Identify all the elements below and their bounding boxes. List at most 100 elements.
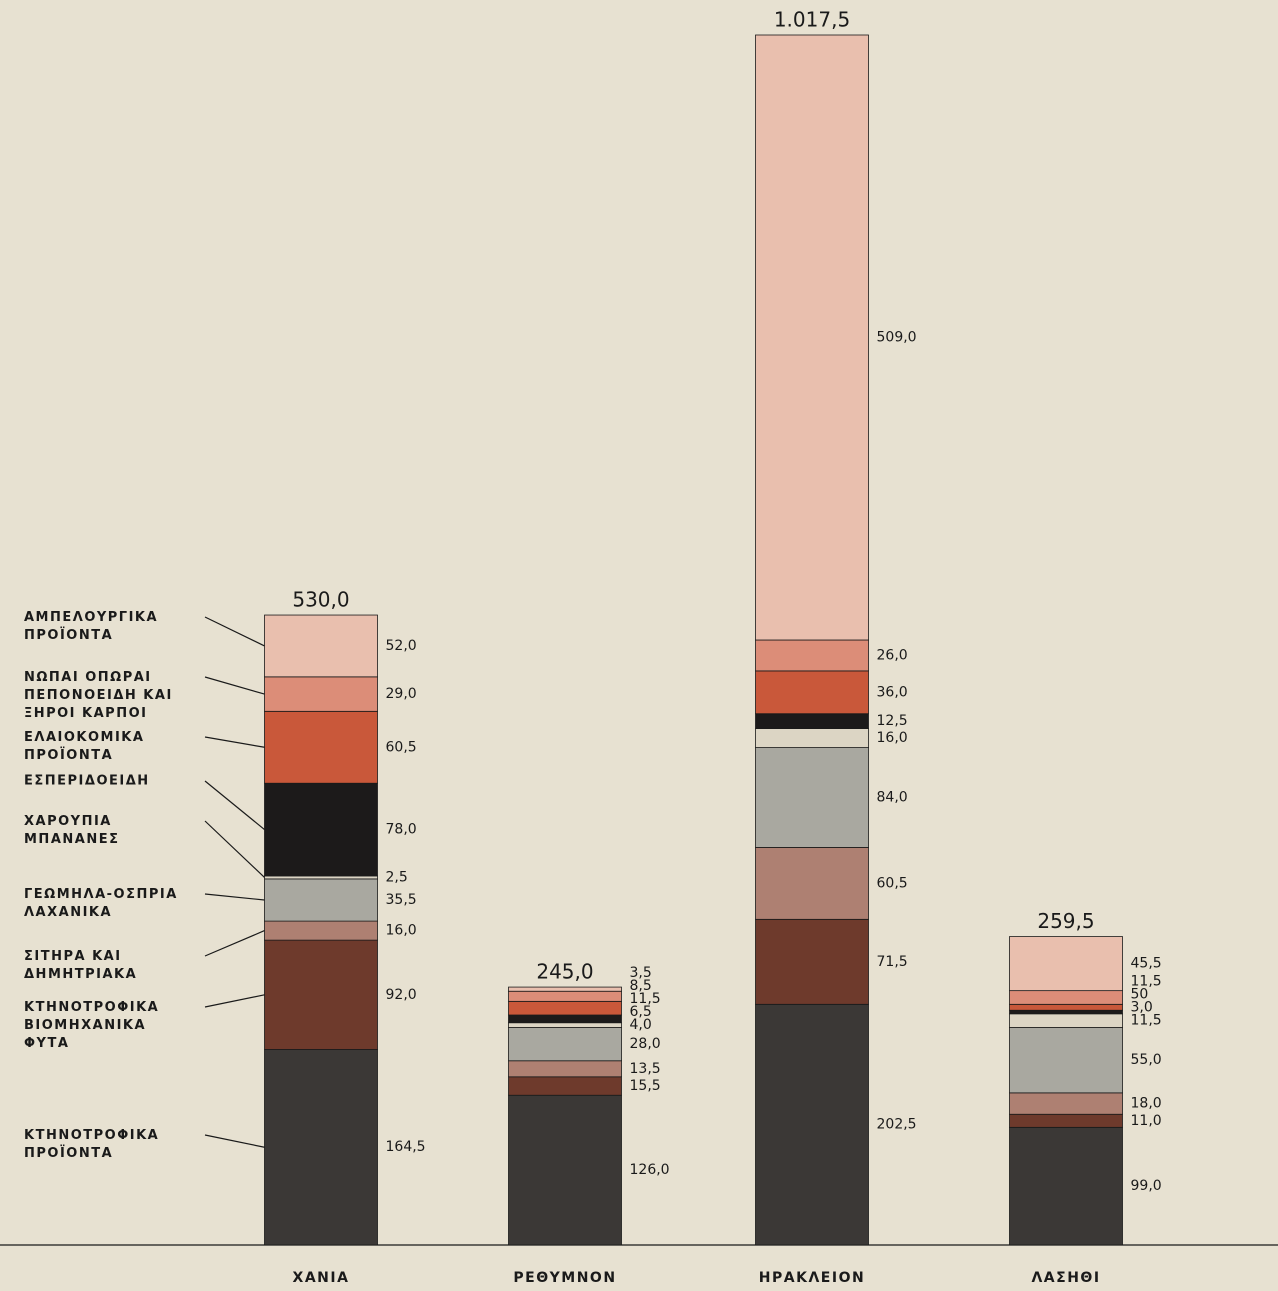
legend-leader (204, 820, 265, 878)
value-label: 52,0 (386, 638, 417, 654)
value-label: 16,0 (877, 730, 908, 746)
legend-leader (204, 676, 265, 695)
value-label: 60,5 (877, 875, 908, 891)
total-label: 245,0 (536, 960, 593, 984)
value-label: 15,5 (630, 1078, 661, 1094)
bar-segment (508, 1076, 622, 1096)
bar-segment (755, 1003, 869, 1246)
legend-label: ΑΜΠΕΛΟΥΡΓΙΚΑ ΠΡΟΪΟΝΤΑ (24, 610, 158, 643)
total-label: 530,0 (292, 588, 349, 612)
legend-leader (204, 994, 265, 1008)
value-label: 99,0 (1131, 1178, 1162, 1194)
bar-segment (755, 747, 869, 848)
legend-label: ΧΑΡΟΥΠΙΑ ΜΠΑΝΑΝΕΣ (24, 814, 119, 847)
bar-segment (264, 920, 378, 941)
bar-segment (755, 713, 869, 729)
value-label: 4,0 (630, 1017, 652, 1033)
bar-segment (1009, 1003, 1123, 1011)
value-label: 3,0 (1131, 1000, 1153, 1016)
value-label: 6,5 (630, 1004, 652, 1020)
value-label: 126,0 (630, 1162, 670, 1178)
bar-segment (755, 34, 869, 641)
category-label: ΧΑΝΙΑ (293, 1270, 350, 1286)
bar-segment (508, 1027, 622, 1062)
bar-segment (264, 782, 378, 877)
bar-segment (755, 728, 869, 748)
value-label: 84,0 (877, 789, 908, 805)
legend-label: ΕΛΑΙΟΚΟΜΙΚΑ ΠΡΟΪΟΝΤΑ (24, 730, 144, 763)
bar-segment (508, 990, 622, 1002)
value-label: 92,0 (386, 987, 417, 1003)
value-label: 11,5 (1131, 974, 1162, 990)
legend-label: ΝΩΠΑΙ ΟΠΩΡΑΙ ΠΕΠΟΝΟΕΙΔΗ ΚΑΙ ΞΗΡΟΙ ΚΑΡΠΟΙ (24, 670, 173, 721)
value-label: 8,5 (630, 978, 652, 994)
value-label: 60,5 (386, 739, 417, 755)
value-label: 11,0 (1131, 1113, 1162, 1129)
bar-segment (508, 986, 622, 992)
value-label: 164,5 (386, 1139, 426, 1155)
value-label: 36,0 (877, 684, 908, 700)
value-label: 55,0 (1131, 1052, 1162, 1068)
value-label: 28,0 (630, 1036, 661, 1052)
bar-segment (264, 676, 378, 712)
bar-segment (1009, 936, 1123, 992)
value-label: 18,0 (1131, 1096, 1162, 1112)
legend-label: ΚΤΗΝΟΤΡΟΦΙΚΑ ΒΙΟΜΗΧΑΝΙΚΑ ΦΥΤΑ (24, 1000, 159, 1051)
legend-label: ΚΤΗΝΟΤΡΟΦΙΚΑ ΠΡΟΪΟΝΤΑ (24, 1128, 159, 1161)
bar-segment (264, 939, 378, 1050)
bar-segment (264, 875, 378, 880)
value-label: 29,0 (386, 686, 417, 702)
legend-label: ΓΕΩΜΗΛΑ-ΟΣΠΡΙΑ ΛΑΧΑΝΙΚΑ (24, 887, 178, 920)
legend-label: ΕΣΠΕΡΙΔΟΕΙΔΗ (24, 774, 150, 789)
bar-segment (755, 639, 869, 672)
bar-segment (1009, 1113, 1123, 1128)
bar-segment (508, 1060, 622, 1078)
value-label: 16,0 (386, 923, 417, 939)
bar-segment (1009, 1027, 1123, 1094)
bar-segment (508, 1000, 622, 1016)
bar-segment (508, 1014, 622, 1024)
bar-segment (1009, 1092, 1123, 1115)
legend-leader (204, 893, 265, 901)
bar-segment (264, 878, 378, 922)
value-label: 45,5 (1131, 956, 1162, 972)
total-label: 259,5 (1037, 909, 1094, 933)
value-label: 35,5 (386, 892, 417, 908)
value-label: 509,0 (877, 330, 917, 346)
value-label: 13,5 (630, 1061, 661, 1077)
category-label: ΗΡΑΚΛΕΙΟΝ (759, 1270, 865, 1286)
bar-segment (264, 1049, 378, 1246)
legend-leader (204, 616, 265, 647)
legend-leader (204, 736, 265, 748)
bar-segment (508, 1094, 622, 1246)
legend-leader (204, 930, 265, 957)
legend-leader (204, 780, 265, 831)
value-label: 11,5 (630, 991, 661, 1007)
bar-segment (1009, 1013, 1123, 1028)
legend-leader (204, 1134, 265, 1148)
bar-segment (755, 918, 869, 1005)
value-label: 78,0 (386, 822, 417, 838)
legend-label: ΣΙΤΗΡΑ ΚΑΙ ΔΗΜΗΤΡΙΑΚΑ (24, 949, 137, 982)
category-label: ΡΕΘΥΜΝΟΝ (513, 1270, 616, 1286)
value-label: 2,5 (386, 869, 408, 885)
bar-segment (755, 670, 869, 715)
value-label: 202,5 (877, 1117, 917, 1133)
value-label: 12,5 (877, 713, 908, 729)
value-label: 3,5 (630, 965, 652, 981)
category-label: ΛΑΣΗΘΙ (1031, 1270, 1100, 1286)
bar-segment (1009, 990, 1123, 1005)
bar-segment (508, 1022, 622, 1028)
value-label: 11,5 (1131, 1013, 1162, 1029)
value-label: 71,5 (877, 954, 908, 970)
bar-segment (1009, 1126, 1123, 1246)
total-label: 1.017,5 (774, 8, 850, 32)
bar-segment (264, 710, 378, 784)
value-label: 26,0 (877, 647, 908, 663)
value-label: 50 (1131, 987, 1149, 1003)
bar-segment (1009, 1009, 1123, 1015)
bar-segment (264, 614, 378, 678)
bar-segment (755, 847, 869, 920)
